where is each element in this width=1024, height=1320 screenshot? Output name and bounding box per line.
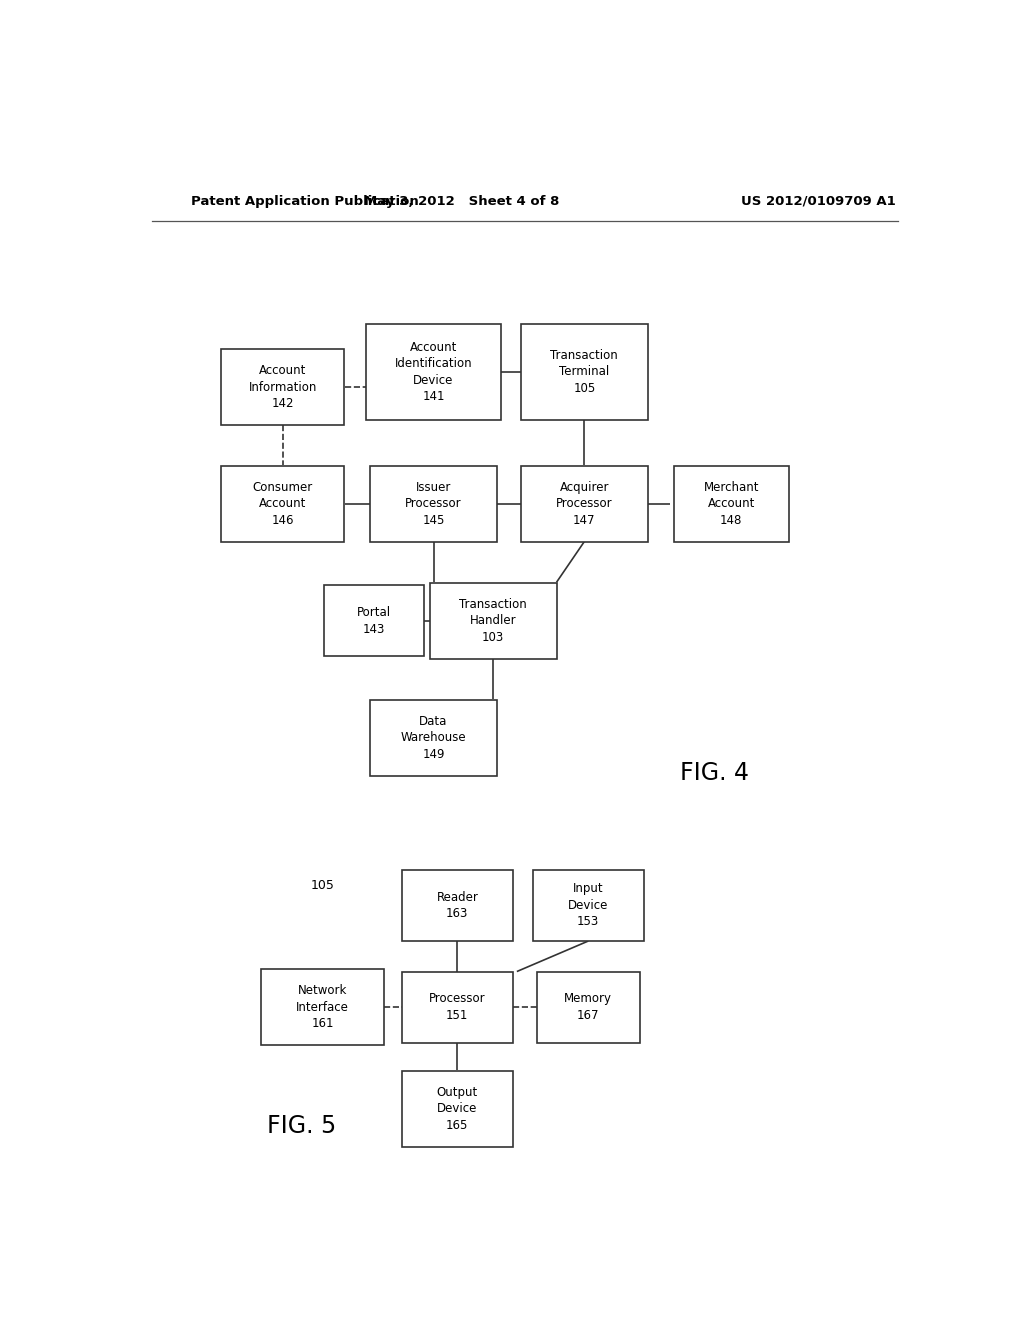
Text: Transaction
Handler
103: Transaction Handler 103 <box>459 598 527 644</box>
Text: Account
Identification
Device
141: Account Identification Device 141 <box>394 341 472 403</box>
Text: Processor
151: Processor 151 <box>429 993 485 1022</box>
FancyBboxPatch shape <box>537 972 640 1043</box>
Text: Transaction
Terminal
105: Transaction Terminal 105 <box>551 348 618 395</box>
FancyBboxPatch shape <box>261 969 384 1045</box>
FancyBboxPatch shape <box>401 870 513 941</box>
Text: Input
Device
153: Input Device 153 <box>568 883 608 928</box>
Text: 105: 105 <box>310 879 335 891</box>
FancyBboxPatch shape <box>521 466 648 543</box>
FancyBboxPatch shape <box>370 700 497 776</box>
FancyBboxPatch shape <box>221 348 344 425</box>
Text: Network
Interface
161: Network Interface 161 <box>296 985 349 1030</box>
Text: Account
Information
142: Account Information 142 <box>249 364 317 411</box>
Text: May 3, 2012   Sheet 4 of 8: May 3, 2012 Sheet 4 of 8 <box>364 194 559 207</box>
FancyBboxPatch shape <box>221 466 344 543</box>
FancyBboxPatch shape <box>521 323 648 420</box>
Text: US 2012/0109709 A1: US 2012/0109709 A1 <box>741 194 896 207</box>
Text: Memory
167: Memory 167 <box>564 993 612 1022</box>
FancyBboxPatch shape <box>532 870 644 941</box>
Text: Reader
163: Reader 163 <box>436 891 478 920</box>
FancyBboxPatch shape <box>430 582 557 659</box>
Text: Issuer
Processor
145: Issuer Processor 145 <box>406 480 462 527</box>
FancyBboxPatch shape <box>674 466 788 543</box>
Text: Merchant
Account
148: Merchant Account 148 <box>703 480 759 527</box>
FancyBboxPatch shape <box>401 1071 513 1147</box>
FancyBboxPatch shape <box>401 972 513 1043</box>
Text: Data
Warehouse
149: Data Warehouse 149 <box>400 714 466 760</box>
Text: Acquirer
Processor
147: Acquirer Processor 147 <box>556 480 612 527</box>
FancyBboxPatch shape <box>325 585 424 656</box>
Text: Patent Application Publication: Patent Application Publication <box>191 194 419 207</box>
FancyBboxPatch shape <box>370 466 497 543</box>
FancyBboxPatch shape <box>367 323 501 420</box>
Text: FIG. 5: FIG. 5 <box>267 1114 336 1138</box>
Text: Output
Device
165: Output Device 165 <box>436 1086 478 1131</box>
Text: Consumer
Account
146: Consumer Account 146 <box>253 480 313 527</box>
Text: FIG. 4: FIG. 4 <box>680 762 749 785</box>
Text: Portal
143: Portal 143 <box>357 606 391 636</box>
